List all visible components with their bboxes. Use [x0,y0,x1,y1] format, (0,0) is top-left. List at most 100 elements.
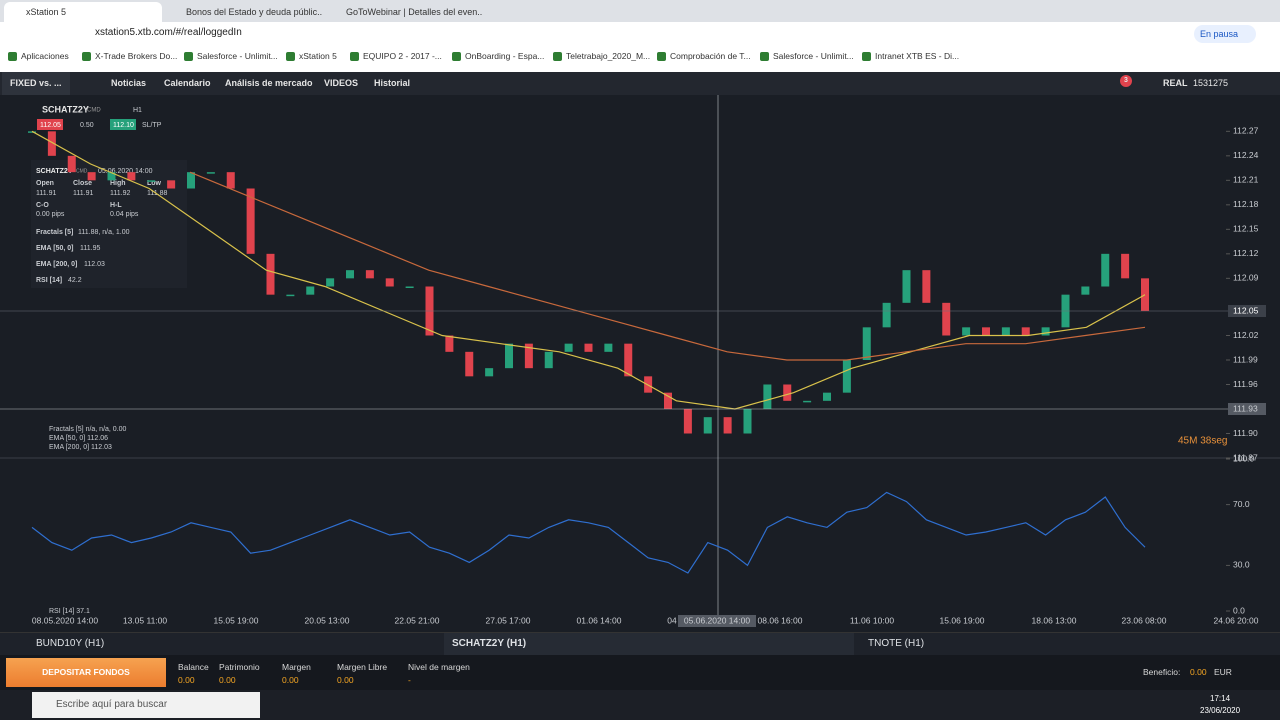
field-value: 0.00 [178,675,195,685]
fractals-value: 111.88, n/a, 1.00 [78,229,130,236]
menu-item[interactable]: Calendario [164,78,211,88]
bookmark[interactable]: Salesforce - Unlimit... [760,51,854,61]
candle [1041,327,1050,336]
candle [723,417,732,434]
sltp[interactable]: SL/TP [142,122,162,129]
x-tick-label: 11.06 10:00 [850,615,895,625]
account-field: Nivel de margen - [408,662,470,685]
account-field: Margen Libre 0.00 [337,662,387,685]
candle [524,343,533,369]
candle [564,343,573,352]
volume[interactable]: 0.50 [80,122,94,129]
cursor-x-label: 05.06.2020 14:00 [684,615,750,625]
info-header: Low [147,180,162,187]
spacer [0,68,1280,72]
y-tick-label: 30.0 [1233,560,1250,570]
interval[interactable]: H1 [133,107,142,114]
y-tick-label: 112.12 [1233,248,1259,258]
candle [346,270,354,279]
fractals-name: Fractals [5] [36,229,73,236]
chart-tab[interactable]: TNOTE (H1) [860,633,1270,655]
bookmark[interactable]: Comprobación de T... [657,51,751,61]
legend-fractals: Fractals [5] n/a, n/a, 0.00 [49,426,127,433]
bottom-tabs: BUND10Y (H1) SCHATZ2Y (H1) TNOTE (H1) [0,632,1280,655]
instrument-tab[interactable]: FIXED vs. ... [2,72,70,95]
cursor-price-box [1228,403,1266,415]
bookmark[interactable]: Aplicaciones [8,51,69,61]
x-tick-label: 20.05 13:00 [305,615,350,625]
candle [942,302,951,336]
y-tick-label: 0.0 [1233,605,1245,615]
browser-tab[interactable]: Bonos del Estado y deuda públic... [186,7,322,17]
candle [842,360,851,393]
menu-item[interactable]: Historial [374,78,411,88]
bookmark[interactable]: OnBoarding - Espa... [452,51,544,61]
candle [962,327,971,336]
candle [803,400,812,403]
candle [127,172,136,181]
y-tick-label: 112.02 [1233,330,1259,340]
candle [982,327,990,336]
co-label: C-O [36,202,49,209]
search-box[interactable]: Escribe aquí para buscar [32,692,260,718]
candle [1081,286,1090,295]
candle [206,172,215,174]
info-value: 111.88 [147,190,167,197]
rsi-value: 42.2 [68,277,82,284]
candle [624,343,633,377]
y-tick-label: 100.0 [1233,453,1255,463]
symbol[interactable]: SCHATZ2Y [42,104,89,114]
profile-status[interactable]: En pausa [1194,25,1256,43]
buy-button[interactable] [110,119,136,130]
x-tick-label: 04 [667,615,677,625]
menu-item[interactable]: Noticias [111,78,147,88]
account-field: Patrimonio 0.00 [219,662,260,685]
field-label: Balance [178,662,209,672]
bookmark[interactable]: EQUIPO 2 - 2017 -... [350,51,442,61]
notification-badge[interactable]: 3 [1120,75,1132,87]
profit-value: 0.00 [1190,667,1207,677]
candle [385,278,394,287]
x-tick-label: 24.06 20:00 [1214,615,1259,625]
browser-tab[interactable]: xStation 5 [4,2,162,22]
candle [226,172,235,189]
deposit-button[interactable]: DEPOSITAR FONDOS [6,658,166,687]
x-tick-label: 01.06 14:00 [577,615,622,625]
y-tick-label: 112.24 [1233,150,1259,160]
bookmark[interactable]: xStation 5 [286,51,337,61]
candle [922,270,931,303]
hl-label: H-L [110,202,122,209]
candle [266,253,275,295]
info-header: Close [73,180,92,187]
candle [1021,327,1030,336]
y-tick-label: 112.21 [1233,175,1259,185]
candle [544,351,553,369]
chart-tab[interactable]: SCHATZ2Y (H1) [444,633,854,655]
candle [365,270,374,279]
chart-tab[interactable]: BUND10Y (H1) [28,633,428,655]
x-tick-label: 15.05 19:00 [214,615,259,625]
bookmark[interactable]: Salesforce - Unlimit... [184,51,278,61]
candle [902,270,911,303]
menu-item[interactable]: Análisis de mercado [225,78,313,88]
x-tick-label: 08.05.2020 14:00 [32,615,98,625]
bookmark[interactable]: X-Trade Brokers Do... [82,51,177,61]
buy-price[interactable]: 112.10 [113,122,134,129]
cursor-price: 111.93 [1233,403,1258,413]
sell-price[interactable]: 112.05 [40,122,61,129]
browser-tab[interactable]: GoToWebinar | Detalles del even... [346,7,482,17]
ema50-value: 111.95 [80,245,100,252]
url[interactable]: xstation5.xtb.com/#/real/loggedIn [95,27,242,38]
bookmark[interactable]: Teletrabajo_2020_M... [553,51,650,61]
candle [286,294,295,297]
candle [445,335,454,352]
bookmark[interactable]: Intranet XTB ES - Di... [862,51,959,61]
current-price: 112.05 [1233,305,1259,315]
menu-item[interactable]: VIDEOS [324,78,359,88]
candle [703,417,712,434]
sell-button[interactable] [37,119,63,130]
field-value: 0.00 [219,675,236,685]
y-tick-label: 111.87 [1233,452,1258,462]
account-id[interactable]: 1531275 [1193,78,1229,88]
